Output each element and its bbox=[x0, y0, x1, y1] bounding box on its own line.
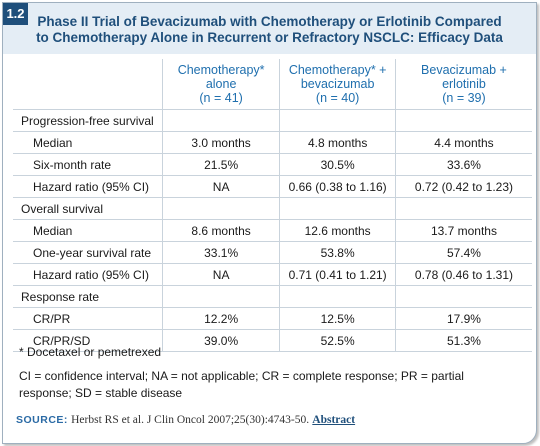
table-cell: 57.4% bbox=[395, 241, 532, 264]
table-header: 1.2 Phase II Trial of Bevacizumab with C… bbox=[3, 3, 536, 54]
row-label: Median bbox=[13, 131, 163, 154]
column-header-empty bbox=[13, 59, 163, 110]
section-row: Response rate bbox=[13, 285, 532, 308]
table-cell: 17.9% bbox=[395, 307, 532, 330]
table-cell: NA bbox=[162, 263, 281, 286]
col-header-line: (n = 39) bbox=[442, 91, 486, 105]
table-cell: 3.0 months bbox=[162, 131, 281, 154]
table-cell: 39.0% bbox=[162, 329, 281, 352]
table-cell: 8.6 months bbox=[162, 219, 281, 242]
table-cell: 0.71 (0.41 to 1.21) bbox=[279, 263, 396, 286]
table-cell: 4.8 months bbox=[279, 131, 396, 154]
table-row: Hazard ratio (95% CI) NA 0.71 (0.41 to 1… bbox=[13, 263, 532, 286]
row-label: Hazard ratio (95% CI) bbox=[13, 263, 163, 286]
row-label: CR/PR/SD bbox=[13, 329, 163, 352]
table-row: Hazard ratio (95% CI) NA 0.66 (0.38 to 1… bbox=[13, 175, 532, 198]
source-citation: Herbst RS et al. J Clin Oncol 2007;25(30… bbox=[71, 414, 310, 426]
col-header-line: (n = 41) bbox=[199, 91, 243, 105]
column-header-chemo-alone: Chemotherapy* alone (n = 41) bbox=[162, 59, 281, 110]
empty-cell bbox=[162, 285, 281, 308]
source-line: SOURCE: Herbst RS et al. J Clin Oncol 20… bbox=[16, 414, 355, 426]
section-label: Overall survival bbox=[13, 197, 163, 220]
column-header-row: Chemotherapy* alone (n = 41) Chemotherap… bbox=[13, 59, 532, 110]
row-label: CR/PR bbox=[13, 307, 163, 330]
table-cell: 51.3% bbox=[395, 329, 532, 352]
efficacy-table: Chemotherapy* alone (n = 41) Chemotherap… bbox=[13, 59, 532, 352]
empty-cell bbox=[279, 285, 396, 308]
table-row: One-year survival rate 33.1% 53.8% 57.4% bbox=[13, 241, 532, 264]
empty-cell bbox=[279, 109, 396, 132]
section-row: Progression-free survival bbox=[13, 109, 532, 132]
table-row: Median 3.0 months 4.8 months 4.4 months bbox=[13, 131, 532, 154]
table-row: CR/PR 12.2% 12.5% 17.9% bbox=[13, 307, 532, 330]
table-cell: 53.8% bbox=[279, 241, 396, 264]
abstract-link[interactable]: Abstract bbox=[312, 414, 356, 426]
table-cell: 0.66 (0.38 to 1.16) bbox=[279, 175, 396, 198]
section-row: Overall survival bbox=[13, 197, 532, 220]
column-header-chemo-bev: Chemotherapy* + bevacizumab (n = 40) bbox=[279, 59, 396, 110]
footnote-abbreviations: CI = confidence interval; NA = not appli… bbox=[19, 369, 464, 400]
table-cell: 52.5% bbox=[279, 329, 396, 352]
table-cell: 13.7 months bbox=[395, 219, 532, 242]
table-cell: NA bbox=[162, 175, 281, 198]
col-header-line: alone bbox=[205, 77, 237, 91]
table-row: CR/PR/SD 39.0% 52.5% 51.3% bbox=[13, 329, 532, 352]
row-label: Median bbox=[13, 219, 163, 242]
section-label: Response rate bbox=[13, 285, 163, 308]
table-cell: 12.5% bbox=[279, 307, 396, 330]
row-label: Six-month rate bbox=[13, 153, 163, 176]
table-cell: 0.72 (0.42 to 1.23) bbox=[395, 175, 532, 198]
table-row: Six-month rate 21.5% 30.5% 33.6% bbox=[13, 153, 532, 176]
col-header-line: (n = 40) bbox=[315, 91, 360, 105]
col-header-line: Bevacizumab + bbox=[421, 63, 507, 77]
table-cell: 4.4 months bbox=[395, 131, 532, 154]
empty-cell bbox=[395, 109, 532, 132]
title-line-1: Phase II Trial of Bevacizumab with Chemo… bbox=[37, 14, 502, 29]
col-header-line: Chemotherapy* + bbox=[288, 63, 387, 77]
table-cell: 33.6% bbox=[395, 153, 532, 176]
table-cell: 33.1% bbox=[162, 241, 281, 264]
empty-cell bbox=[279, 197, 396, 220]
table-cell: 0.78 (0.46 to 1.31) bbox=[395, 263, 532, 286]
title-line-2: to Chemotherapy Alone in Recurrent or Re… bbox=[36, 30, 503, 45]
footnote-asterisk: * Docetaxel or pemetrexed bbox=[19, 345, 162, 359]
row-label: One-year survival rate bbox=[13, 241, 163, 264]
row-label: Hazard ratio (95% CI) bbox=[13, 175, 163, 198]
empty-cell bbox=[395, 197, 532, 220]
col-header-line: erlotinib bbox=[442, 77, 486, 91]
table-number-badge: 1.2 bbox=[3, 3, 28, 25]
col-header-line: bevacizumab bbox=[300, 77, 375, 91]
table-row: Median 8.6 months 12.6 months 13.7 month… bbox=[13, 219, 532, 242]
col-header-line: Chemotherapy* bbox=[177, 63, 265, 77]
table-cell: 12.6 months bbox=[279, 219, 396, 242]
empty-cell bbox=[162, 197, 281, 220]
section-label: Progression-free survival bbox=[13, 109, 163, 132]
empty-cell bbox=[162, 109, 281, 132]
table-cell: 30.5% bbox=[279, 153, 396, 176]
table-cell: 12.2% bbox=[162, 307, 281, 330]
table-cell: 21.5% bbox=[162, 153, 281, 176]
column-header-bev-erlotinib: Bevacizumab + erlotinib (n = 39) bbox=[395, 59, 532, 110]
source-label: SOURCE: bbox=[16, 414, 68, 426]
table-title: Phase II Trial of Bevacizumab with Chemo… bbox=[3, 14, 536, 46]
empty-cell bbox=[395, 285, 532, 308]
